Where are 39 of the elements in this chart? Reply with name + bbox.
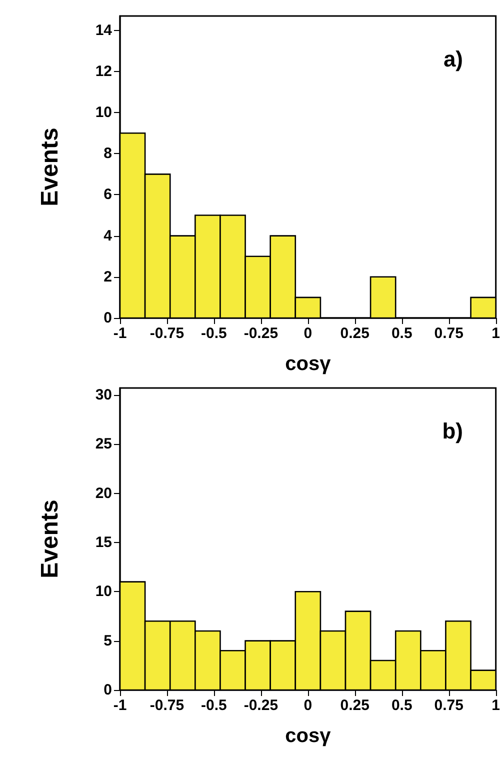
x-tick-label: -0.25 (244, 325, 278, 342)
y-tick-label: 25 (95, 436, 112, 453)
y-tick-label: 10 (95, 104, 112, 122)
x-tick-label: 0.75 (434, 325, 464, 342)
x-tick-label: 0.5 (391, 325, 412, 342)
x-tick-label: 1 (492, 325, 500, 342)
x-tick-label: 0 (304, 697, 312, 714)
x-tick-label: -0.75 (150, 325, 184, 342)
y-axis-title: Events (36, 500, 64, 578)
y-tick-label: 0 (104, 310, 112, 326)
x-tick-label: -0.5 (201, 325, 227, 342)
y-tick-label: 14 (95, 22, 113, 39)
y-tick-label: 4 (104, 227, 113, 244)
x-tick-label: 1 (492, 697, 500, 714)
y-tick-label: 2 (104, 268, 112, 286)
y-tick-label: 30 (95, 386, 112, 404)
annotation: a) (443, 46, 463, 72)
x-tick-label: -1 (113, 325, 127, 342)
y-axis-title: Events (36, 128, 64, 206)
annotation: b) (442, 418, 463, 444)
x-tick-label: 0.5 (391, 697, 412, 714)
x-tick-label: 0.25 (340, 325, 370, 342)
y-tick-label: 10 (95, 583, 112, 600)
y-tick-label: 15 (95, 534, 112, 551)
x-tick-label: -0.25 (244, 697, 278, 714)
x-axis-title: cosγ (285, 725, 332, 747)
y-tick-label: 5 (104, 632, 112, 650)
x-tick-label: -1 (113, 697, 127, 714)
y-tick-label: 8 (104, 145, 112, 162)
x-tick-label: 0 (304, 325, 312, 342)
x-tick-label: -0.5 (201, 697, 227, 714)
y-tick-label: 0 (104, 682, 112, 698)
x-tick-label: -0.75 (150, 697, 184, 714)
y-tick-label: 12 (95, 62, 112, 80)
x-tick-label: 0.25 (340, 697, 370, 714)
x-tick-label: 0.75 (434, 697, 464, 714)
y-tick-label: 6 (104, 186, 112, 204)
x-axis-title: cosγ (285, 353, 332, 375)
y-tick-label: 20 (95, 484, 112, 502)
